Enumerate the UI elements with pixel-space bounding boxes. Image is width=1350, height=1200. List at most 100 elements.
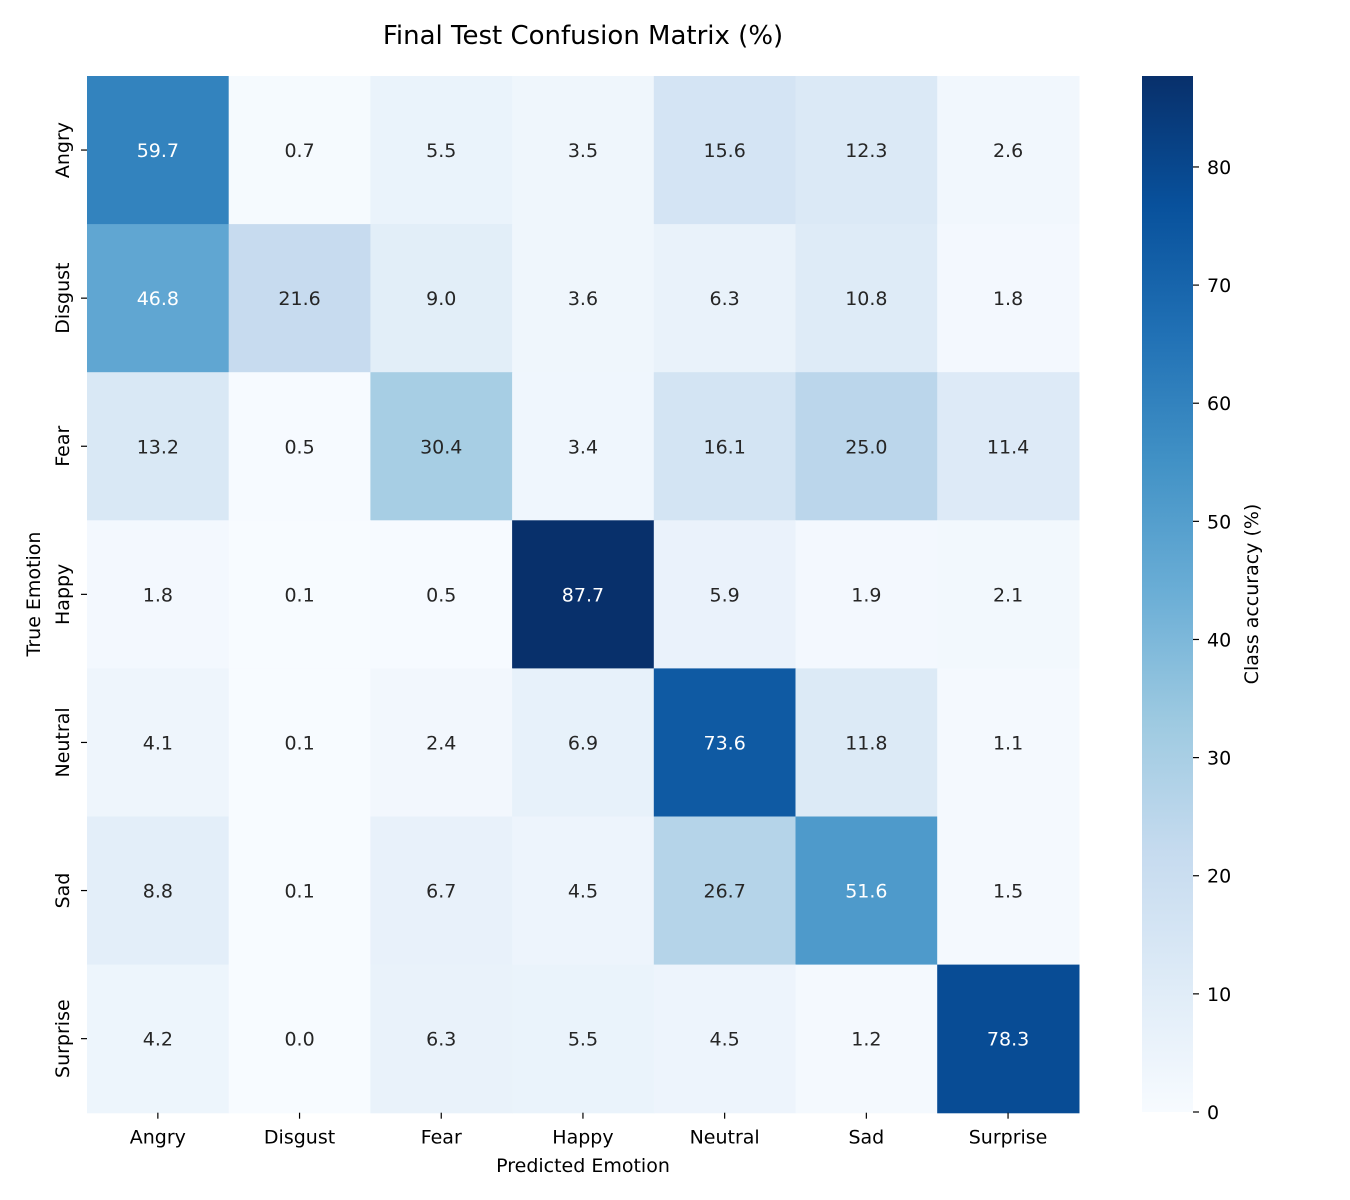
heatmap-cell <box>795 224 938 373</box>
cell-value-label: 87.7 <box>562 584 604 606</box>
colorbar-tick-label: 40 <box>1207 629 1231 651</box>
heatmap-cell <box>370 668 513 818</box>
cell-value-label: 3.5 <box>568 140 598 162</box>
cell-value-label: 21.6 <box>278 288 320 310</box>
cell-value-label: 1.2 <box>851 1029 881 1051</box>
y-tick-label: Happy <box>52 564 74 625</box>
colorbar <box>1142 76 1193 1112</box>
cell-value-label: 1.8 <box>993 288 1023 310</box>
heatmap-cell <box>370 76 513 225</box>
x-tick-label: Neutral <box>690 1127 760 1149</box>
heatmap-cell <box>512 372 655 521</box>
cell-value-label: 4.5 <box>568 881 598 903</box>
x-axis-label: Predicted Emotion <box>496 1155 670 1177</box>
heatmap-cell <box>795 76 938 225</box>
x-tick-label: Disgust <box>264 1127 335 1149</box>
cell-value-label: 3.4 <box>568 436 598 458</box>
cell-value-label: 6.3 <box>426 1029 456 1051</box>
heatmap-cell <box>937 224 1080 373</box>
heatmap-cell <box>228 372 371 521</box>
heatmap-cell <box>370 224 513 373</box>
cell-value-label: 0.0 <box>284 1029 314 1051</box>
cell-value-label: 0.1 <box>284 881 314 903</box>
heatmap-cell <box>512 816 655 966</box>
heatmap-cell <box>653 816 797 966</box>
cell-value-label: 73.6 <box>703 732 745 754</box>
colorbar-tick-label: 70 <box>1207 275 1231 297</box>
cell-value-label: 25.0 <box>845 436 887 458</box>
cell-value-label: 0.1 <box>284 584 314 606</box>
cell-value-label: 2.6 <box>993 140 1023 162</box>
heatmap-cell <box>228 76 371 225</box>
cell-value-label: 12.3 <box>845 140 887 162</box>
heatmap-cells <box>87 76 1080 1114</box>
heatmap-cell <box>937 668 1080 818</box>
heatmap-cell <box>937 76 1080 225</box>
heatmap-cell <box>653 668 797 818</box>
heatmap-cell <box>795 520 938 669</box>
heatmap-cell <box>228 520 371 669</box>
cell-value-label: 0.5 <box>426 584 456 606</box>
heatmap-cell <box>87 668 230 818</box>
cell-value-label: 4.2 <box>143 1029 173 1051</box>
y-axis-ticks: Angry Disgust Fear Happy Neutral Sad Surprise <box>52 122 87 1078</box>
heatmap-cell <box>228 668 371 818</box>
cell-value-label: 78.3 <box>987 1029 1029 1051</box>
x-tick-label: Fear <box>421 1127 462 1149</box>
heatmap-cell <box>653 372 797 521</box>
colorbar-tick-label: 10 <box>1207 984 1231 1006</box>
x-tick-label: Happy <box>552 1127 613 1149</box>
heatmap-cell <box>512 520 655 669</box>
heatmap-cell <box>228 224 371 373</box>
cell-value-label: 8.8 <box>143 881 173 903</box>
y-axis-label: True Emotion <box>23 532 45 658</box>
heatmap-cell <box>512 224 655 373</box>
cell-value-label: 4.5 <box>710 1029 740 1051</box>
cell-value-label: 1.8 <box>143 584 173 606</box>
heatmap-cell <box>87 964 230 1114</box>
cell-value-label: 5.5 <box>568 1029 598 1051</box>
colorbar-tick-label: 80 <box>1207 157 1231 179</box>
colorbar-label: Class accuracy (%) <box>1241 504 1263 685</box>
y-tick-label: Sad <box>52 873 74 909</box>
cell-value-label: 6.7 <box>426 881 456 903</box>
colorbar-tick-label: 60 <box>1207 393 1231 415</box>
heatmap-cell <box>228 816 371 966</box>
cell-value-label: 13.2 <box>137 436 179 458</box>
heatmap-cell <box>512 668 655 818</box>
colorbar-tick-label: 50 <box>1207 511 1231 533</box>
heatmap-cell <box>87 76 230 225</box>
heatmap-cell-labels: 59.7 0.7 5.5 3.5 15.6 12.3 2.6 46.8 21.6 9.0 3.6 6.… <box>137 140 1030 1051</box>
heatmap-cell <box>228 964 371 1114</box>
cell-value-label: 51.6 <box>845 881 887 903</box>
colorbar-ticks: 0 10 20 30 40 50 60 70 80 <box>1193 157 1231 1124</box>
x-tick-label: Sad <box>848 1127 884 1149</box>
y-tick-label: Surprise <box>52 999 74 1078</box>
x-tick-label: Angry <box>130 1127 186 1149</box>
heatmap-cell <box>653 224 797 373</box>
cell-value-label: 46.8 <box>137 288 179 310</box>
cell-value-label: 0.7 <box>284 140 314 162</box>
heatmap-cell <box>87 224 230 373</box>
cell-value-label: 2.1 <box>993 584 1023 606</box>
cell-value-label: 3.6 <box>568 288 598 310</box>
cell-value-label: 26.7 <box>703 881 745 903</box>
y-tick-label: Disgust <box>52 263 74 334</box>
cell-value-label: 0.5 <box>284 436 314 458</box>
cell-value-label: 6.9 <box>568 732 598 754</box>
cell-value-label: 16.1 <box>703 436 745 458</box>
heatmap-cell <box>512 76 655 225</box>
heatmap-cell <box>87 520 230 669</box>
heatmap-cell <box>795 372 938 521</box>
heatmap-cell <box>795 816 938 966</box>
cell-value-label: 1.5 <box>993 881 1023 903</box>
heatmap-cell <box>937 520 1080 669</box>
cell-value-label: 5.5 <box>426 140 456 162</box>
cell-value-label: 59.7 <box>137 140 179 162</box>
heatmap-cell <box>370 816 513 966</box>
heatmap-cell <box>937 372 1080 521</box>
y-tick-label: Fear <box>52 426 74 467</box>
heatmap-cell <box>937 964 1080 1114</box>
cell-value-label: 11.8 <box>845 732 887 754</box>
